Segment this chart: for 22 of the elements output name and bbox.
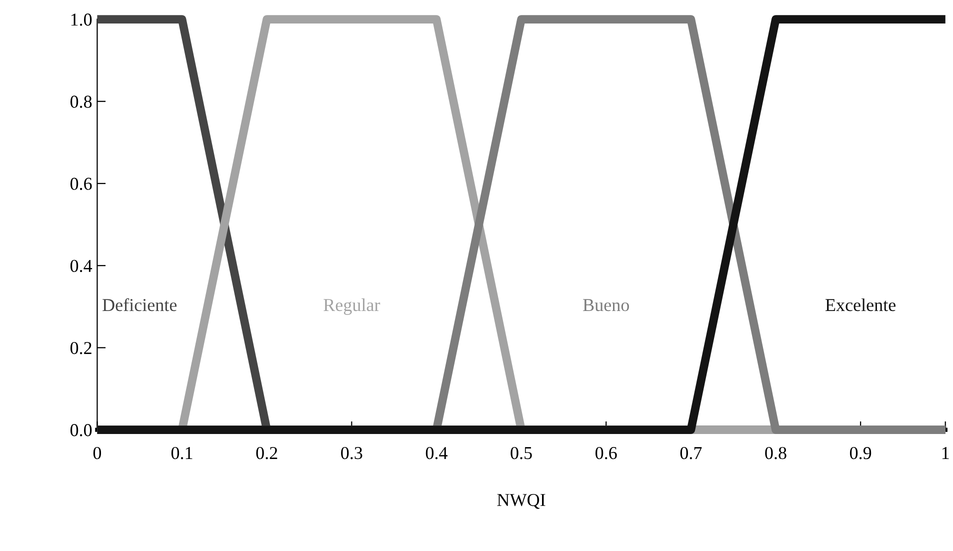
y-tick-label: 0.2: [70, 342, 92, 354]
x-tick-label: 0.4: [426, 446, 448, 460]
x-tick-label: 0.8: [765, 446, 786, 460]
x-tick-label: 0.6: [596, 446, 617, 460]
x-tick-label: 0.7: [680, 446, 702, 460]
y-tick-label: 0.4: [70, 260, 92, 272]
text: Bueno: [583, 299, 629, 312]
text: Deficiente: [102, 298, 177, 312]
x-tick-label: 0.1: [171, 446, 192, 460]
x-tick-label: 0.9: [850, 446, 872, 460]
y-tick-label: 0.0: [70, 424, 92, 436]
y-tick-label: 0.6: [70, 178, 92, 190]
x-tick-label: 0.2: [256, 446, 278, 460]
x-axis-title: NWQI: [497, 494, 546, 509]
x-tick-label: 0.3: [341, 446, 362, 460]
x-tick-label: 0: [93, 446, 102, 460]
y-tick-label: 0.8: [70, 96, 92, 108]
text: Excelente: [825, 298, 896, 312]
x-tick-label: 1: [942, 447, 949, 459]
text: Regular: [324, 298, 380, 315]
y-tick-label: 1.0: [71, 14, 92, 26]
x-tick-label: 0.5: [510, 446, 532, 460]
